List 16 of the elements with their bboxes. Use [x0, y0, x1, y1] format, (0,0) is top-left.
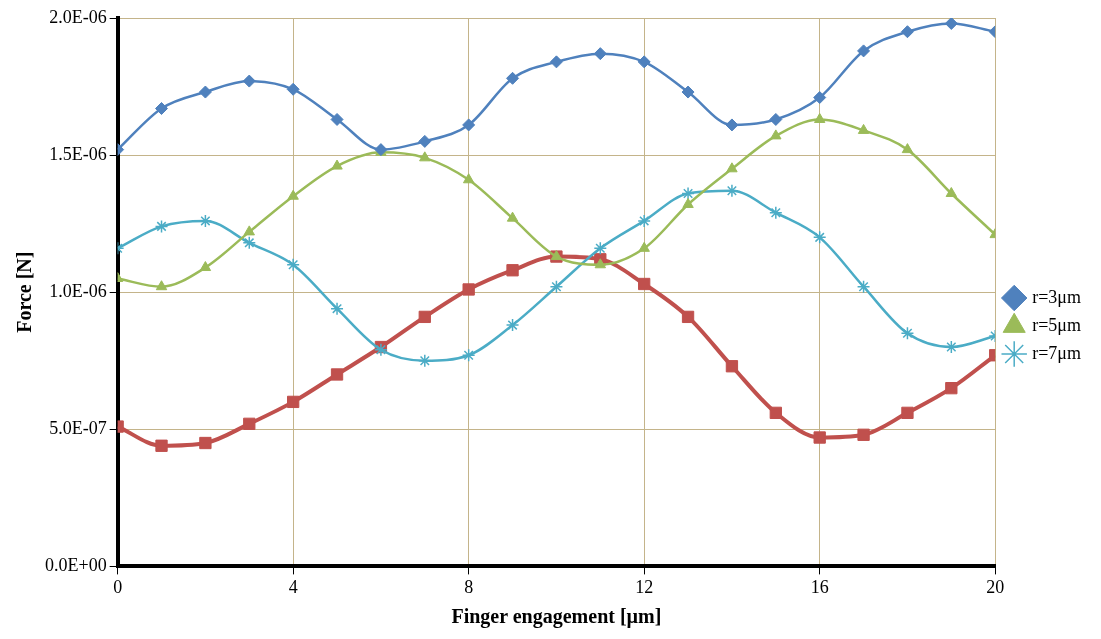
- x-axis-title: Finger engagement [µm]: [451, 605, 662, 629]
- x-tick-label: 16: [810, 576, 829, 597]
- x-tick-label: 4: [288, 576, 298, 597]
- y-tick-label: 0.0E+00: [44, 555, 107, 576]
- y-tick-label: 2.0E-06: [49, 6, 107, 27]
- y-tick-label: 5.0E-07: [49, 418, 107, 439]
- legend-label: r=7μm: [1032, 342, 1081, 363]
- y-axis-title: Force [N]: [13, 251, 36, 333]
- y-tick-label: 1.0E-06: [49, 280, 107, 301]
- x-tick-label: 0: [113, 576, 123, 597]
- legend-label: r=5μm: [1032, 314, 1081, 335]
- legend-label: r=3μm: [1032, 286, 1081, 307]
- x-tick-label: 8: [464, 576, 474, 597]
- x-tick-label: 20: [986, 576, 1005, 597]
- y-tick-label: 1.5E-06: [49, 143, 107, 164]
- x-tick-label: 12: [635, 576, 654, 597]
